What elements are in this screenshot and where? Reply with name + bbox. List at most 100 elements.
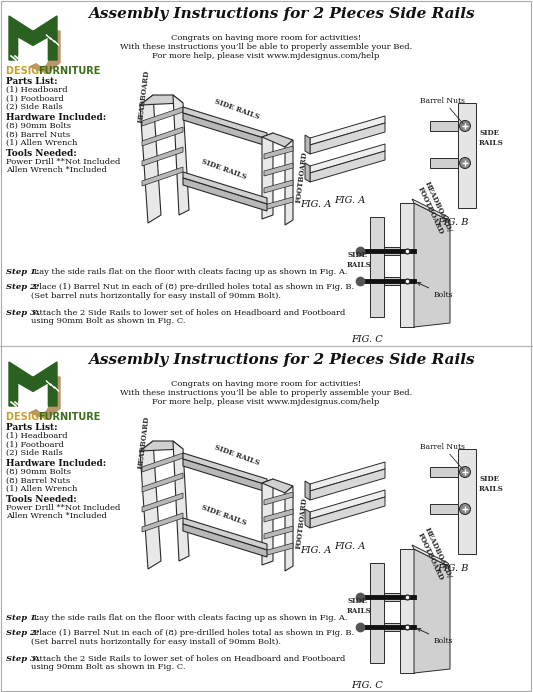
Text: (Set barrel nuts horizontally for easy install of 90mm Bolt).: (Set barrel nuts horizontally for easy i…	[31, 638, 281, 646]
Polygon shape	[458, 449, 476, 554]
Text: (2) Side Rails: (2) Side Rails	[6, 449, 63, 457]
Polygon shape	[140, 95, 161, 223]
Text: DESIGN: DESIGN	[6, 412, 51, 422]
Polygon shape	[305, 509, 310, 528]
Polygon shape	[414, 549, 450, 673]
Text: (2) Side Rails: (2) Side Rails	[6, 103, 63, 111]
Polygon shape	[183, 459, 267, 492]
Text: Attach the 2 Side Rails to lower set of holes on Headboard and Footboard: Attach the 2 Side Rails to lower set of …	[31, 309, 345, 317]
Circle shape	[459, 158, 471, 168]
Polygon shape	[414, 203, 450, 327]
Text: SIDE
RAILS: SIDE RAILS	[479, 475, 504, 493]
Text: FIG. B: FIG. B	[437, 564, 469, 573]
Polygon shape	[142, 107, 183, 126]
Polygon shape	[310, 497, 385, 528]
Polygon shape	[140, 441, 183, 451]
Text: Allen Wrench *Included: Allen Wrench *Included	[6, 167, 107, 174]
Text: SIDE RAILS: SIDE RAILS	[200, 503, 247, 527]
Text: (8) Barrel Nuts: (8) Barrel Nuts	[6, 131, 70, 138]
Text: HEADBOARD/
FOOTBOARD: HEADBOARD/ FOOTBOARD	[415, 180, 454, 237]
Text: FIG. C: FIG. C	[351, 335, 383, 344]
Polygon shape	[183, 178, 267, 211]
Circle shape	[459, 120, 471, 131]
Text: Place (1) Barrel Nut in each of (8) pre-drilled holes total as shown in Fig. B.: Place (1) Barrel Nut in each of (8) pre-…	[31, 283, 354, 291]
Polygon shape	[310, 462, 385, 491]
Text: Place (1) Barrel Nut in each of (8) pre-drilled holes total as shown in Fig. B.: Place (1) Barrel Nut in each of (8) pre-…	[31, 629, 354, 637]
Polygon shape	[173, 441, 189, 561]
Text: Bolts: Bolts	[417, 282, 454, 299]
Text: Power Drill **Not Included: Power Drill **Not Included	[6, 504, 120, 512]
Polygon shape	[9, 16, 57, 60]
Polygon shape	[430, 158, 458, 168]
Text: Lay the side rails flat on the floor with cleats facing up as shown in Fig. A.: Lay the side rails flat on the floor wit…	[31, 268, 348, 276]
Polygon shape	[142, 167, 183, 186]
Text: HEADBOARD: HEADBOARD	[137, 415, 151, 469]
Polygon shape	[264, 163, 293, 176]
Polygon shape	[142, 473, 183, 492]
Text: FIG. A: FIG. A	[334, 542, 366, 551]
Text: Congrats on having more room for activities!: Congrats on having more room for activit…	[171, 380, 361, 388]
Text: SIDE
RAILS: SIDE RAILS	[347, 251, 372, 269]
Text: FIG. A: FIG. A	[334, 196, 366, 205]
Polygon shape	[264, 146, 293, 159]
Polygon shape	[264, 543, 293, 556]
Text: (1) Headboard: (1) Headboard	[6, 432, 68, 440]
Text: With these instructions you’ll be able to properly assemble your Bed.: With these instructions you’ll be able t…	[120, 389, 412, 397]
Text: Attach the 2 Side Rails to lower set of holes on Headboard and Footboard: Attach the 2 Side Rails to lower set of …	[31, 655, 345, 663]
Polygon shape	[305, 135, 310, 154]
Text: (8) 90mm Bolts: (8) 90mm Bolts	[6, 468, 71, 476]
Polygon shape	[262, 133, 293, 147]
Text: (1) Allen Wrench: (1) Allen Wrench	[6, 485, 77, 493]
Text: Step 2:: Step 2:	[6, 283, 39, 291]
Polygon shape	[140, 441, 161, 569]
Text: Tools Needed:: Tools Needed:	[6, 495, 77, 504]
Polygon shape	[30, 31, 60, 73]
Text: Step 1:: Step 1:	[6, 268, 39, 276]
Circle shape	[459, 504, 471, 514]
Polygon shape	[183, 107, 267, 139]
Polygon shape	[400, 549, 414, 673]
Polygon shape	[305, 481, 310, 500]
Polygon shape	[264, 197, 293, 210]
Text: Lay the side rails flat on the floor with cleats facing up as shown in Fig. A.: Lay the side rails flat on the floor wit…	[31, 614, 348, 622]
Polygon shape	[310, 116, 385, 145]
Text: Step 3:: Step 3:	[6, 309, 39, 317]
Text: SIDE
RAILS: SIDE RAILS	[479, 129, 504, 147]
Polygon shape	[370, 563, 384, 663]
Polygon shape	[262, 133, 273, 219]
Polygon shape	[384, 277, 400, 285]
Text: Parts List:: Parts List:	[6, 423, 58, 432]
Polygon shape	[142, 513, 183, 532]
Polygon shape	[430, 504, 458, 514]
Polygon shape	[458, 103, 476, 208]
Text: (8) 90mm Bolts: (8) 90mm Bolts	[6, 122, 71, 130]
Text: FIG. C: FIG. C	[351, 681, 383, 690]
Text: Step 1:: Step 1:	[6, 614, 39, 622]
Polygon shape	[310, 469, 385, 500]
Polygon shape	[310, 490, 385, 519]
Text: (Set barrel nuts horizontally for easy install of 90mm Bolt).: (Set barrel nuts horizontally for easy i…	[31, 292, 281, 300]
Text: Power Drill **Not Included: Power Drill **Not Included	[6, 158, 120, 166]
Polygon shape	[262, 479, 293, 493]
Text: Step 2:: Step 2:	[6, 629, 39, 637]
Text: FURNITURE: FURNITURE	[38, 412, 100, 422]
Polygon shape	[142, 493, 183, 512]
Text: Step 3:: Step 3:	[6, 655, 39, 663]
Text: FIG. B: FIG. B	[437, 218, 469, 227]
Polygon shape	[183, 113, 267, 146]
Polygon shape	[183, 453, 267, 485]
Polygon shape	[310, 151, 385, 182]
Text: Hardware Included:: Hardware Included:	[6, 113, 106, 122]
Polygon shape	[400, 203, 414, 327]
Text: using 90mm Bolt as shown in Fig. C.: using 90mm Bolt as shown in Fig. C.	[31, 664, 185, 671]
Text: With these instructions you’ll be able to properly assemble your Bed.: With these instructions you’ll be able t…	[120, 43, 412, 51]
Text: (1) Footboard: (1) Footboard	[6, 95, 64, 102]
Polygon shape	[142, 127, 183, 146]
Polygon shape	[142, 147, 183, 166]
Polygon shape	[310, 144, 385, 173]
Text: For more help, please visit www.mjdesignus.com/help: For more help, please visit www.mjdesign…	[152, 52, 379, 60]
Polygon shape	[285, 140, 293, 225]
Text: SIDE
RAILS: SIDE RAILS	[347, 597, 372, 615]
Text: FURNITURE: FURNITURE	[38, 66, 100, 76]
Text: (1) Allen Wrench: (1) Allen Wrench	[6, 139, 77, 147]
